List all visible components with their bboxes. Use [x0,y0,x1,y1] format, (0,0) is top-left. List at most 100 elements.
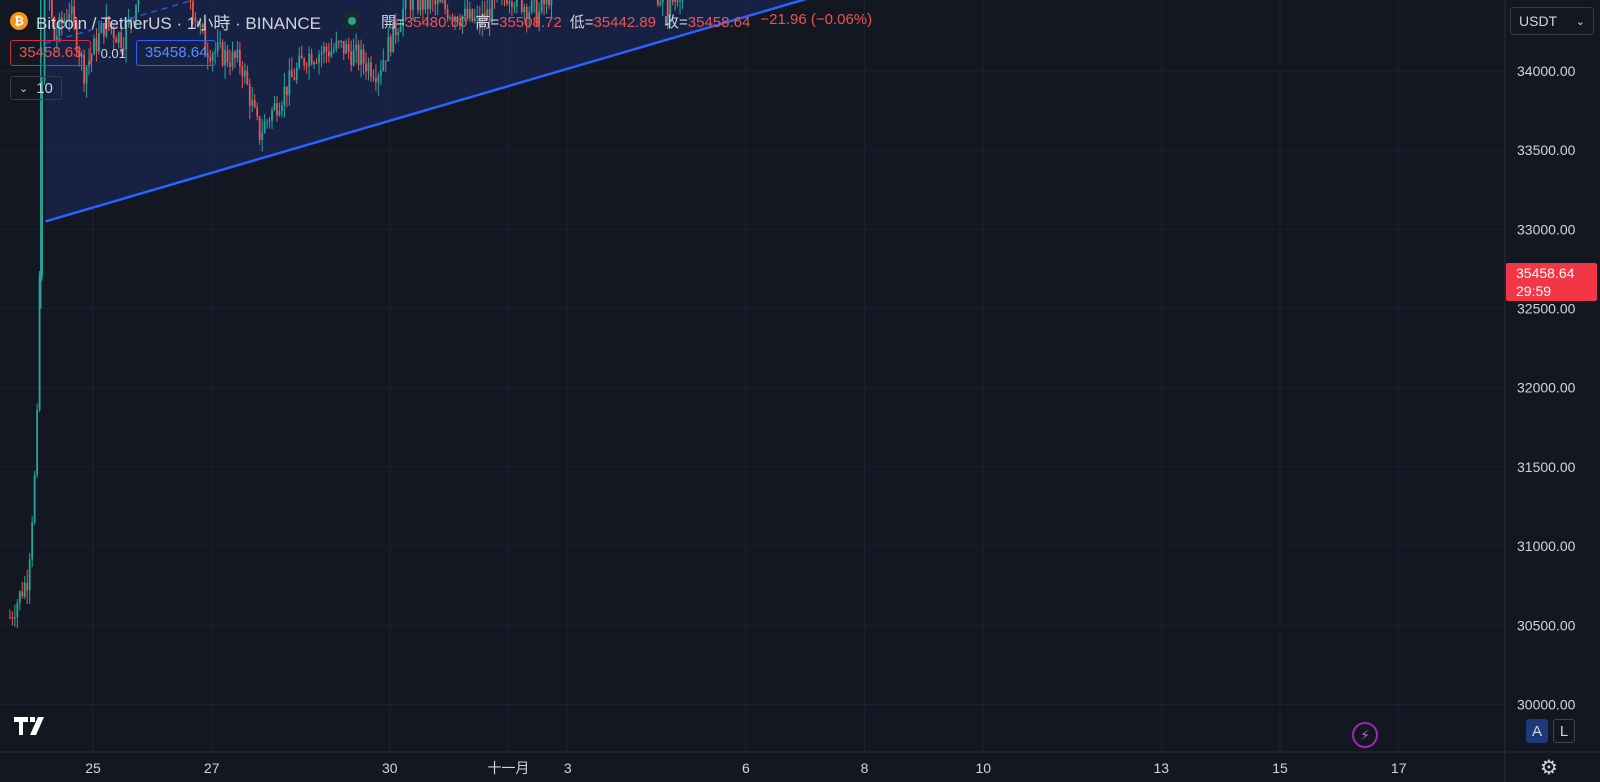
candle-body [350,51,353,66]
candle-body [313,62,315,65]
price-tick-label: 30500.00 [1517,617,1576,633]
candle-body [85,66,88,84]
price-tick-label: 33500.00 [1517,142,1576,158]
candle-body [258,116,261,140]
candle-body [397,31,400,36]
candle-body [73,6,76,23]
candle-body [263,121,266,133]
candle-body [199,24,202,27]
candle-body [300,55,303,59]
candle-body [459,22,461,26]
candle-body [491,0,494,23]
price-tick-label: 32500.00 [1517,301,1576,317]
candle-body [248,84,251,106]
indicators-toggle-button[interactable]: ⌄ 10 [10,76,62,100]
candle-body [13,617,16,619]
candle-body [540,0,543,12]
currency-select[interactable]: USDT ⌄ [1510,7,1594,35]
candle-body [23,582,26,597]
open-label: 開= [381,13,405,31]
candle-body [236,49,239,59]
candle-body [419,0,422,11]
candle-body [533,0,536,2]
candle-body [404,0,407,9]
candle-body [669,0,672,17]
indicators-count: 10 [36,79,53,97]
candle-body [486,9,489,20]
candle-body [285,86,288,96]
candle-body [234,51,236,59]
candle-body [661,0,664,3]
candle-body [110,27,113,30]
settings-gear-icon[interactable]: ⚙ [1540,757,1558,779]
candle-body [360,49,362,65]
candle-body [132,20,135,22]
time-axis[interactable]: 25 27 30 十一月 3 6 8 10 13 15 17 [85,760,1406,776]
symbol-title[interactable]: Bitcoin / TetherUS · 1小時 · BINANCE [36,13,321,33]
candle-body [679,0,681,2]
candle-body [266,121,268,123]
time-tick-label: 3 [564,760,572,776]
candle-body [219,42,222,44]
sell-button[interactable]: 35458.63 [10,40,91,66]
candle-body [194,17,197,22]
candle-body [206,52,209,58]
candle-body [18,591,21,604]
auto-scale-button[interactable]: A [1526,719,1548,743]
candle-body [229,62,231,67]
candle-body [659,2,662,6]
candle-body [545,0,548,4]
candle-body [352,49,355,66]
candle-body [70,6,73,14]
time-tick-label: 十一月 [487,760,529,776]
candle-body [515,0,518,7]
candle-body [41,81,43,276]
symbol-legend: ₿ Bitcoin / TetherUS · 1小時 · BINANCE 開=3… [10,8,872,34]
price-change: −21.96 (−0.06%) [760,10,873,28]
high-label: 高= [475,13,500,31]
currency-value: USDT [1519,13,1558,29]
candle-body [325,46,328,52]
lightning-icon[interactable]: ⚡ [1352,722,1378,748]
candle-body [31,522,34,560]
candle-body [278,111,281,116]
candle-body [201,24,204,28]
tradingview-logo-icon[interactable] [14,715,50,741]
candle-body [328,51,330,57]
candle-body [125,24,128,50]
candle-body [520,0,523,13]
candle-body [548,0,550,5]
price-axis[interactable]: 30000.00 30500.00 31000.00 31500.00 32000.00… [1517,0,1576,713]
candle-body [63,19,66,24]
candle-body [60,17,63,24]
candle-body [535,0,538,26]
channel-lower-line[interactable] [45,0,1346,223]
candle-body [38,275,41,410]
buy-button[interactable]: 35458.64 [135,40,217,66]
candle-body [464,8,466,16]
candle-body [372,76,375,79]
candle-body [216,42,219,52]
candle-body [261,132,264,140]
candle-body [117,32,120,43]
candle-body [488,9,491,23]
candle-body [281,105,283,112]
candle-body [53,17,56,41]
live-status-icon [343,12,361,30]
log-scale-button[interactable]: L [1553,719,1575,743]
candle-body [251,100,254,106]
candle-body [656,0,659,6]
candle-body [120,32,123,48]
bitcoin-logo-icon: ₿ [10,12,28,30]
candle-body [221,42,224,66]
candle-body [481,13,484,27]
candle-body [449,17,451,19]
candle-body [384,60,387,62]
candle-body [11,617,14,619]
candle-body [209,57,212,62]
candle-body [26,582,29,591]
candle-body [214,51,217,55]
candle-body [58,17,61,37]
candle-body [466,8,469,19]
